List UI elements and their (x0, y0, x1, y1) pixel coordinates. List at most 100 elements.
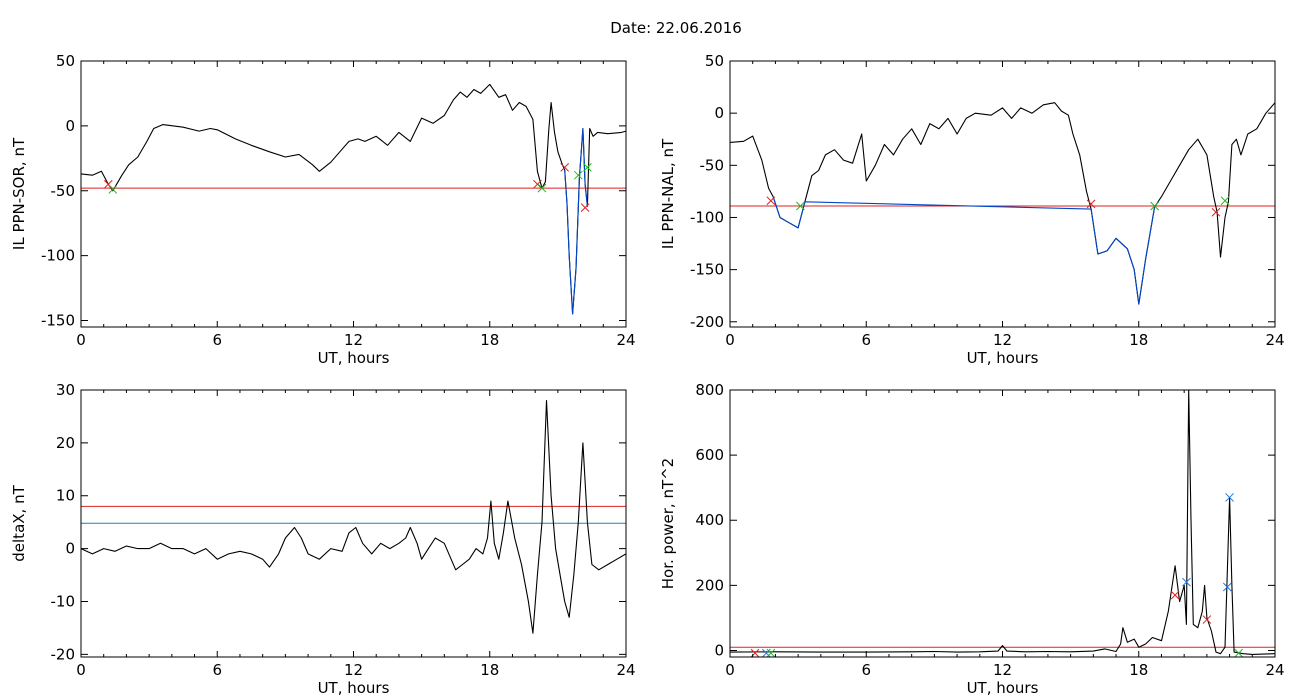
event-marker (108, 185, 118, 194)
marker-stroke (1234, 648, 1244, 657)
marker-stroke (1220, 196, 1230, 206)
x-tick-label: 12 (344, 331, 363, 349)
y-tick-label: 10 (56, 487, 75, 505)
event-marker (560, 163, 570, 172)
event-marker (1182, 577, 1191, 587)
y-tick-label: 20 (56, 434, 75, 452)
y-axis-label: Hor. power, nT^2 (659, 458, 677, 589)
marker-stroke (573, 170, 583, 180)
y-tick-label: 200 (695, 576, 724, 594)
marker-stroke (1222, 582, 1232, 592)
event-marker (750, 648, 760, 657)
panel-ppn-sor: 0 6 12 18 24 -150 -100 -50 0 50 UT, hours IL PPN-SO… (10, 52, 636, 367)
y-tick-label: -150 (41, 312, 75, 330)
axes-frame (80, 60, 627, 328)
marker-stroke (583, 163, 592, 172)
highlight-series-line (564, 127, 588, 315)
x-tick-label: 6 (861, 661, 871, 679)
event-marker (537, 183, 547, 193)
event-marker (1150, 201, 1159, 211)
panel-ppn-nal: 0 6 12 18 24 -200 -150 -100 -50 0 50 UT, hours IL PP… (659, 52, 1285, 367)
y-tick-label: 0 (65, 540, 75, 558)
x-tick-label: 12 (344, 661, 363, 679)
y-tick-label: 0 (65, 117, 75, 135)
y-tick-label: 800 (695, 381, 724, 399)
marker-stroke (560, 163, 570, 172)
x-axis-label: UT, hours (318, 349, 390, 367)
marker-stroke (580, 203, 590, 212)
y-tick-label: -20 (51, 645, 76, 663)
marker-stroke (1182, 577, 1191, 587)
y-axis-label: IL PPN-NAL, nT (659, 138, 677, 249)
x-tick-label: 24 (616, 331, 635, 349)
y-tick-label: 0 (714, 641, 724, 659)
event-marker (1211, 207, 1221, 217)
plot-area (730, 102, 1275, 305)
event-marker (1225, 493, 1234, 502)
data-series-line (81, 400, 626, 634)
y-tick-label: -100 (41, 247, 75, 265)
axes-frame (729, 60, 1276, 328)
marker-stroke (108, 185, 118, 194)
plot-area (730, 390, 1275, 657)
event-marker (580, 203, 590, 212)
y-tick-label: 600 (695, 446, 724, 464)
y-tick-label: -10 (51, 592, 76, 610)
x-tick-label: 6 (212, 661, 222, 679)
y-tick-label: 0 (714, 104, 724, 122)
x-tick-label: 24 (1265, 661, 1284, 679)
x-axis-label: UT, hours (967, 349, 1039, 367)
y-tick-label: -150 (690, 261, 724, 279)
marker-stroke (537, 183, 547, 193)
x-tick-label: 0 (76, 331, 86, 349)
event-marker (1170, 590, 1180, 600)
x-tick-label: 12 (993, 661, 1012, 679)
x-tick-label: 18 (1129, 661, 1148, 679)
x-tick-label: 24 (1265, 331, 1284, 349)
event-marker (796, 201, 805, 211)
data-series-line (81, 83, 626, 315)
y-tick-label: -50 (51, 182, 76, 200)
y-axis-label: deltaX, nT (10, 484, 28, 561)
marker-stroke (1202, 615, 1212, 624)
marker-stroke (533, 179, 542, 189)
y-tick-label: -100 (690, 208, 724, 226)
data-series-line (730, 390, 1275, 655)
event-marker (1222, 582, 1232, 592)
marker-stroke (1170, 590, 1180, 600)
marker-stroke (766, 648, 776, 657)
x-tick-label: 18 (1129, 331, 1148, 349)
marker-stroke (761, 648, 771, 657)
panel-hor-power: 0 6 12 18 24 0 200 400 600 800 UT, hours Hor. power… (659, 381, 1285, 697)
plot-area (81, 83, 626, 315)
y-tick-label: 50 (705, 52, 724, 70)
plot-area (81, 400, 626, 634)
y-tick-label: 400 (695, 511, 724, 529)
marker-stroke (766, 196, 776, 206)
x-tick-label: 18 (480, 331, 499, 349)
data-series-line (730, 102, 1275, 305)
marker-stroke (796, 201, 805, 211)
x-tick-label: 6 (861, 331, 871, 349)
x-tick-label: 0 (76, 661, 86, 679)
x-axis-label: UT, hours (967, 679, 1039, 697)
marker-stroke (1225, 493, 1234, 502)
x-tick-label: 0 (725, 661, 735, 679)
marker-stroke (1211, 207, 1221, 217)
x-tick-label: 18 (480, 661, 499, 679)
x-tick-label: 24 (616, 661, 635, 679)
x-tick-label: 0 (725, 331, 735, 349)
highlight-series-line (772, 196, 1156, 305)
y-axis-label: IL PPN-SOR, nT (10, 137, 28, 250)
y-tick-label: -50 (700, 156, 725, 174)
event-marker (1086, 199, 1096, 209)
event-marker (1202, 615, 1212, 624)
marker-stroke (103, 179, 113, 189)
panel-deltax: 0 6 12 18 24 -20 -10 0 10 20 30 UT, hours deltaX, nT (10, 381, 636, 697)
event-marker (761, 648, 771, 657)
marker-stroke (1150, 201, 1159, 211)
event-marker (1220, 196, 1230, 206)
event-marker (766, 196, 776, 206)
event-marker (583, 163, 592, 172)
